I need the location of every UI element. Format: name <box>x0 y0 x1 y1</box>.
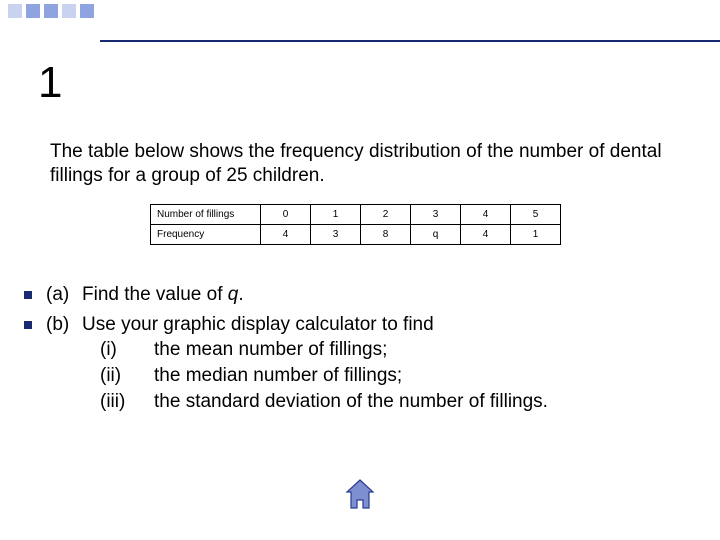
slide-number: 1 <box>38 58 62 108</box>
table-cell: 1 <box>511 225 561 245</box>
question-body: (a)Find the value of q. <box>46 282 700 308</box>
deco-square <box>8 4 22 18</box>
table-cell: 5 <box>511 205 561 225</box>
table-row: Number of fillings 0 1 2 3 4 5 <box>151 205 561 225</box>
part-a-text-suffix: . <box>238 284 243 305</box>
subpart-ii: (ii) the median number of fillings; <box>100 363 700 389</box>
part-label-b: (b) <box>46 312 82 338</box>
part-b-text: Use your graphic display calculator to f… <box>82 314 434 335</box>
subpart-text: the median number of fillings; <box>154 363 402 389</box>
bullet-icon <box>24 321 32 329</box>
roman-label: (ii) <box>100 363 154 389</box>
header-rule <box>100 40 720 42</box>
table-cell: 4 <box>461 205 511 225</box>
question-list: (a)Find the value of q. (b)Use your grap… <box>24 282 700 418</box>
table-cell: q <box>411 225 461 245</box>
table-cell: 3 <box>411 205 461 225</box>
slide-header-decoration <box>0 0 720 44</box>
deco-square <box>62 4 76 18</box>
variable-q: q <box>228 284 239 305</box>
frequency-table: Number of fillings 0 1 2 3 4 5 Frequency… <box>150 204 561 245</box>
part-label-a: (a) <box>46 282 82 308</box>
table-cell: 4 <box>461 225 511 245</box>
question-body: (b)Use your graphic display calculator t… <box>46 312 700 415</box>
table-cell: 2 <box>361 205 411 225</box>
deco-square <box>44 4 58 18</box>
part-a-text-prefix: Find the value of <box>82 284 228 305</box>
table-cell: 1 <box>311 205 361 225</box>
home-icon[interactable] <box>345 478 375 512</box>
table-cell: 4 <box>261 225 311 245</box>
row-header-fillings: Number of fillings <box>151 205 261 225</box>
subpart-text: the mean number of fillings; <box>154 337 387 363</box>
subpart-i: (i) the mean number of fillings; <box>100 337 700 363</box>
table-cell: 3 <box>311 225 361 245</box>
header-squares-row2 <box>8 4 40 18</box>
question-part-b: (b)Use your graphic display calculator t… <box>24 312 700 415</box>
subpart-text: the standard deviation of the number of … <box>154 389 548 415</box>
roman-label: (iii) <box>100 389 154 415</box>
deco-square <box>26 4 40 18</box>
deco-square <box>80 4 94 18</box>
bullet-icon <box>24 291 32 299</box>
subpart-iii: (iii) the standard deviation of the numb… <box>100 389 700 415</box>
row-header-frequency: Frequency <box>151 225 261 245</box>
table-cell: 8 <box>361 225 411 245</box>
question-part-a: (a)Find the value of q. <box>24 282 700 308</box>
table-row: Frequency 4 3 8 q 4 1 <box>151 225 561 245</box>
intro-paragraph: The table below shows the frequency dist… <box>50 140 690 188</box>
table-cell: 0 <box>261 205 311 225</box>
roman-label: (i) <box>100 337 154 363</box>
